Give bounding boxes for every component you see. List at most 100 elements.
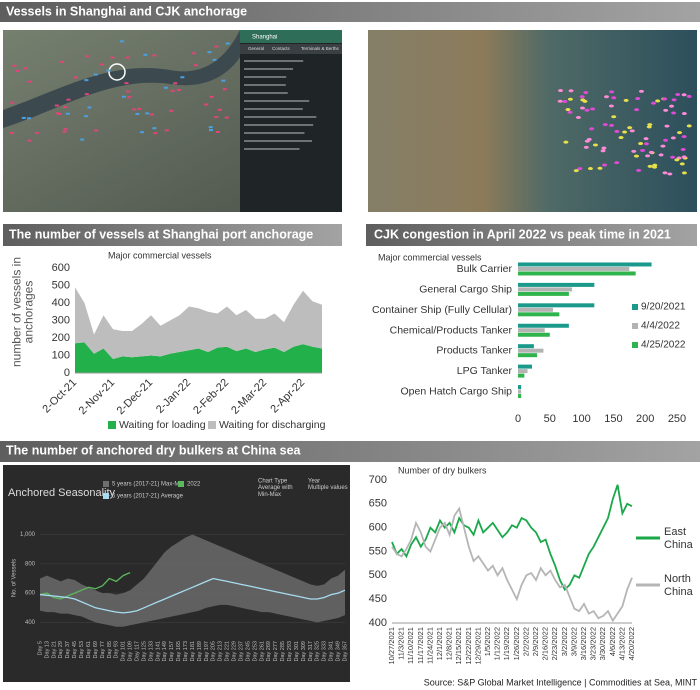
- bar: [518, 385, 521, 389]
- bar: [518, 303, 594, 307]
- bar: [518, 353, 537, 357]
- legend-label: 9/20/2021: [641, 302, 686, 313]
- ship-icon: [169, 110, 173, 112]
- heading: The number of vessels at Shanghai port a…: [9, 227, 313, 241]
- info-panel: [240, 30, 342, 212]
- ship-icon: [663, 139, 668, 142]
- panel-row: [244, 92, 288, 94]
- x-tick-label: 12/8/2021: [445, 627, 454, 660]
- x-tick-label: 100: [572, 413, 590, 425]
- ship-icon: [100, 63, 104, 65]
- ship-icon: [135, 113, 139, 115]
- x-tick-label: 50: [544, 413, 556, 425]
- x-tick-label: Day 301: [294, 641, 300, 662]
- category-label: Products Tanker: [436, 345, 512, 357]
- ship-icon: [60, 61, 64, 63]
- ship-icon: [94, 74, 98, 76]
- x-tick-label: Day 341: [329, 641, 335, 662]
- x-tick-label: Day 189: [197, 641, 203, 662]
- panel-row: [244, 60, 303, 62]
- ship-icon: [63, 106, 67, 108]
- ship-icon: [584, 146, 589, 149]
- x-tick-label: Day 93: [114, 641, 120, 658]
- ship-icon: [127, 96, 131, 98]
- ship-icon: [171, 90, 175, 92]
- bar: [518, 262, 652, 266]
- legend-swatch: [103, 493, 109, 499]
- ship-icon: [682, 93, 687, 96]
- y-axis-title: No. of Vessels: [12, 559, 18, 597]
- ship-icon: [682, 155, 687, 158]
- ship-icon: [204, 104, 208, 106]
- ship-icon: [664, 125, 669, 128]
- ship-icon: [165, 129, 169, 131]
- ship-icon: [609, 124, 614, 127]
- y-tick-label: 1,000: [20, 532, 36, 538]
- legend-swatch: [108, 421, 116, 429]
- legend-swatch: [632, 342, 638, 348]
- ship-icon: [56, 112, 60, 114]
- ship-icon: [27, 117, 31, 119]
- ship-icon: [624, 99, 629, 102]
- bar: [518, 349, 543, 353]
- x-tick-label: 4/6/2022: [608, 627, 617, 656]
- x-tick-label: Day 53: [79, 641, 85, 658]
- x-tick-label: 2/16/2022: [541, 627, 550, 660]
- bar: [518, 374, 524, 378]
- ship-icon: [576, 116, 581, 119]
- control-label: Year: [308, 479, 320, 485]
- map-right: [368, 30, 697, 212]
- ship-icon: [645, 154, 650, 157]
- ship-icon: [22, 117, 26, 119]
- y-tick-label: 700: [369, 474, 387, 486]
- x-tick-label: 150: [604, 413, 622, 425]
- ship-icon: [23, 67, 27, 69]
- ship-icon: [601, 149, 606, 152]
- subtitle: Number of dry bulkers: [398, 465, 487, 475]
- ship-icon: [662, 171, 667, 174]
- ship-icon: [568, 111, 573, 114]
- ship-icon: [627, 126, 632, 129]
- ship-icon: [675, 93, 680, 96]
- ship-icon: [209, 126, 213, 128]
- y-tick-label: 400: [369, 617, 387, 629]
- ship-icon: [94, 129, 98, 131]
- x-tick-label: Day 125: [141, 641, 147, 662]
- y-tick-label: 400: [25, 620, 36, 626]
- ship-icon: [563, 141, 568, 144]
- ship-icon: [630, 129, 635, 132]
- x-tick-label: Day 101: [121, 641, 127, 662]
- ship-icon: [122, 96, 126, 98]
- ship-icon: [55, 105, 59, 107]
- bar: [518, 267, 629, 271]
- y-tick-label: 650: [369, 498, 387, 510]
- ship-icon: [80, 139, 84, 141]
- ship-icon: [614, 161, 619, 164]
- maps: Shanghai General Contacts Terminals & Be…: [3, 30, 697, 212]
- tab: General: [248, 46, 264, 51]
- ship-icon: [635, 97, 640, 100]
- ship-icon: [663, 109, 668, 112]
- ship-icon: [682, 112, 687, 115]
- panel-row: [244, 116, 316, 118]
- ship-icon: [10, 132, 14, 134]
- heading: CJK congestion in April 2022 vs peak tim…: [374, 227, 671, 241]
- bar: [518, 287, 572, 291]
- x-tick-label: 11/24/2021: [425, 627, 434, 664]
- bar: [518, 283, 594, 287]
- category-label: Chemical/Products Tanker: [390, 324, 513, 336]
- bar: [518, 271, 636, 275]
- y-tick-label: 600: [52, 262, 70, 274]
- ship-icon: [674, 158, 679, 161]
- legend-swatch: [632, 304, 638, 310]
- ship-icon: [669, 105, 674, 108]
- ship-icon: [677, 131, 682, 134]
- x-tick-label: Day 197: [204, 641, 210, 662]
- ship-icon: [587, 138, 592, 141]
- ship-icon: [671, 136, 676, 139]
- ship-icon: [667, 173, 672, 176]
- y-tick-label: 400: [52, 297, 70, 309]
- tab: Terminals & Berths: [301, 46, 340, 51]
- ship-icon: [143, 54, 147, 56]
